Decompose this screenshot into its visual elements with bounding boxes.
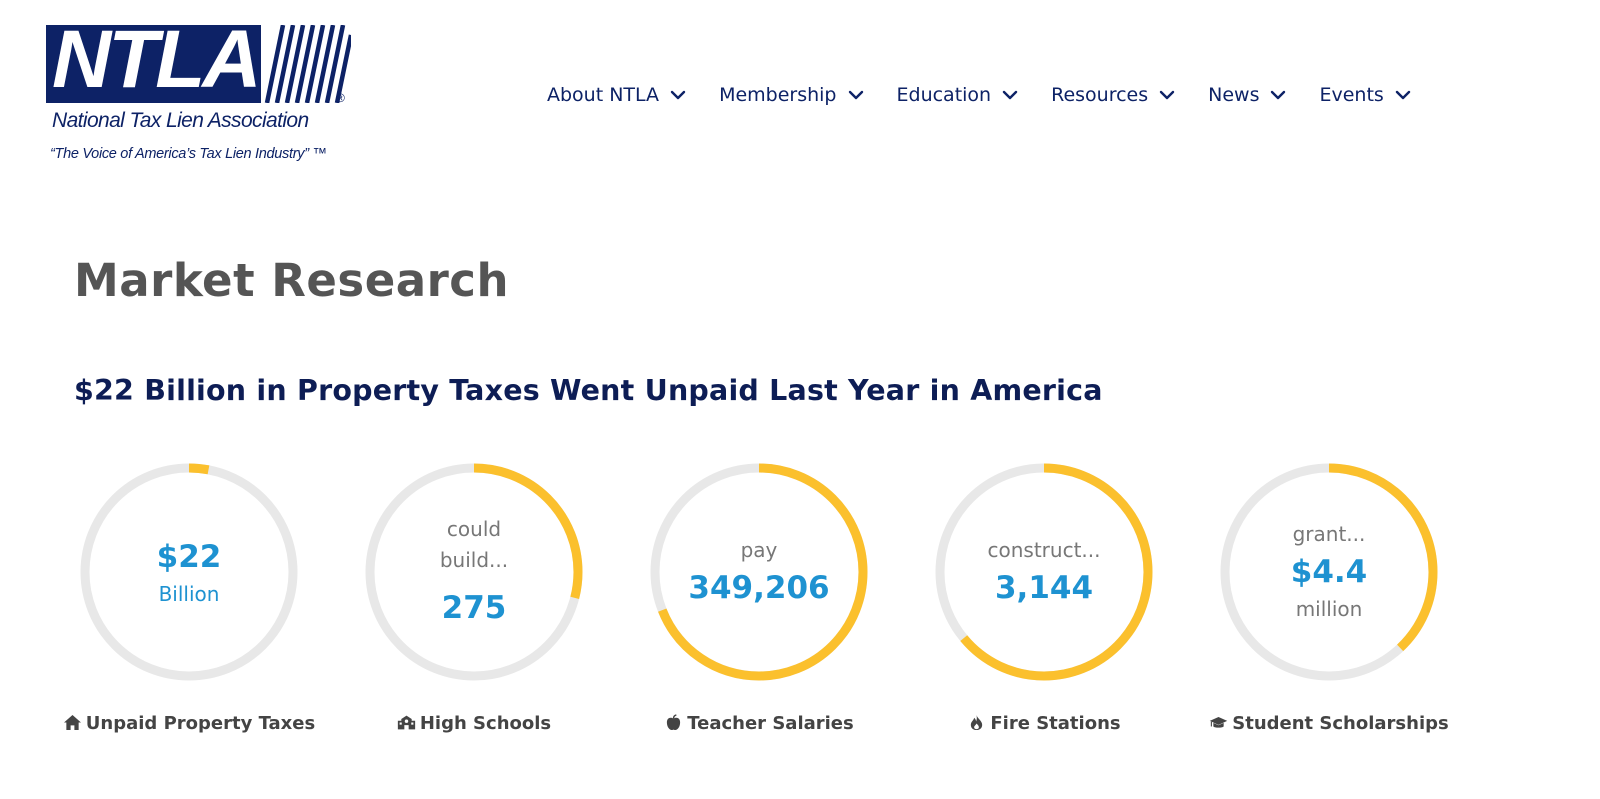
stat-caption: Teacher Salaries <box>629 710 889 737</box>
page-title: Market Research <box>74 254 509 307</box>
stat-number: $4.4 <box>1290 554 1368 590</box>
registered-mark: ® <box>336 91 345 105</box>
nav-item-events[interactable]: Events <box>1319 84 1411 106</box>
logo-tagline: “The Voice of America’s Tax Lien Industr… <box>50 146 327 162</box>
stat-text: could build... 275 <box>362 460 586 684</box>
ring-fill <box>650 463 868 681</box>
stat-number: 3,144 <box>994 569 1094 606</box>
nav-item-membership[interactable]: Membership <box>719 84 864 106</box>
stat-unit: Billion <box>158 581 220 606</box>
progress-ring <box>650 463 868 681</box>
chevron-down-icon <box>1395 90 1411 100</box>
chevron-down-icon <box>1271 90 1286 100</box>
graduation-cap-icon <box>1210 716 1228 728</box>
nav-item-resources[interactable]: Resources <box>1051 84 1176 106</box>
stat-caption: Student Scholarships <box>1199 710 1459 737</box>
stat-text: pay 349,206 <box>647 460 871 684</box>
stat-caption-text: High Schools <box>419 713 552 734</box>
ring-fill <box>365 463 583 681</box>
chevron-down-icon <box>1159 90 1175 100</box>
progress-ring <box>1220 463 1438 681</box>
ring-fill <box>1220 463 1438 681</box>
stat-caption: Unpaid Property Taxes <box>59 710 319 737</box>
stat-prefix: construct... <box>987 537 1101 562</box>
stat-unit: million <box>1295 597 1363 621</box>
stat-prefix: pay <box>740 537 778 562</box>
stat-caption-text: Fire Stations <box>990 713 1121 734</box>
ring-fill <box>80 463 298 681</box>
progress-ring <box>935 463 1153 681</box>
nav-item-label: News <box>1208 84 1260 106</box>
nav-item-label: Events <box>1319 84 1384 106</box>
nav-item-label: Education <box>896 84 992 106</box>
apple-icon <box>667 714 681 731</box>
stat-caption-text: Student Scholarships <box>1232 713 1449 734</box>
stat-caption: Fire Stations <box>914 710 1174 737</box>
chevron-down-icon <box>670 90 686 100</box>
nav-item-news[interactable]: News <box>1208 84 1287 106</box>
ntla-logo[interactable]: NTLA ® National Tax Lien Association “Th… <box>46 25 356 170</box>
logo-mark: NTLA <box>46 25 261 103</box>
stat-caption-text: Teacher Salaries <box>687 713 854 734</box>
logo-org-name: National Tax Lien Association <box>52 109 309 132</box>
nav-item-label: About NTLA <box>547 84 660 106</box>
progress-ring <box>80 463 298 681</box>
chevron-down-icon <box>1002 90 1018 100</box>
chevron-down-icon <box>848 90 863 100</box>
stat-text: $22 Billion <box>77 460 301 684</box>
stat-caption: High Schools <box>344 710 604 737</box>
nav-item-label: Resources <box>1051 84 1149 106</box>
stat-text: grant... $4.4 million <box>1217 460 1441 684</box>
nav-item-label: Membership <box>719 84 837 106</box>
stat-number: 349,206 <box>688 569 830 606</box>
fire-icon <box>971 714 983 731</box>
main-nav: About NTLA Membership Education Resource… <box>547 84 1412 106</box>
stat-number: 275 <box>441 590 507 626</box>
nav-item-education[interactable]: Education <box>897 84 1020 106</box>
logo-letters: NTLA <box>52 25 261 103</box>
progress-ring <box>365 463 583 681</box>
stat-caption-text: Unpaid Property Taxes <box>85 713 316 734</box>
nav-item-about-ntla[interactable]: About NTLA <box>547 84 687 106</box>
stat-prefix: grant... <box>1292 522 1366 546</box>
stat-text: construct... 3,144 <box>932 460 1156 684</box>
stat-prefix: could build... <box>439 517 509 572</box>
home-icon <box>63 714 81 731</box>
ring-fill <box>935 463 1153 681</box>
section-heading: $22 Billion in Property Taxes Went Unpai… <box>74 374 1103 407</box>
stat-number: $22 <box>156 538 222 575</box>
school-icon <box>397 715 415 730</box>
logo-stripes <box>264 25 351 103</box>
